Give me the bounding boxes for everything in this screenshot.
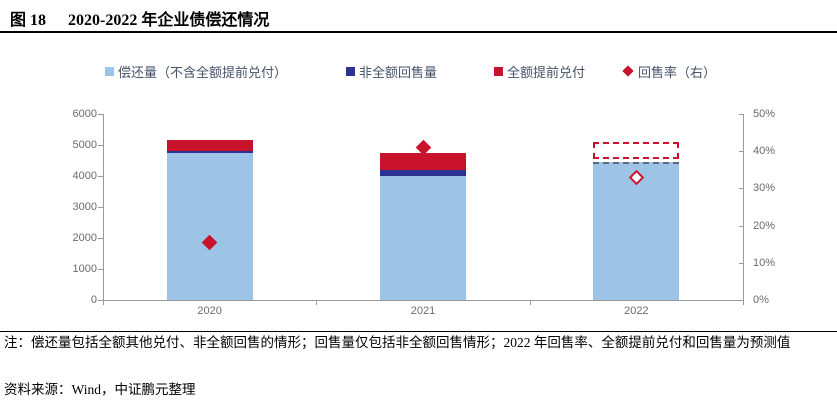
legend-label: 回售率（右） xyxy=(638,64,717,80)
legend-label: 非全额回售量 xyxy=(359,64,438,80)
legend-item-repayment: 偿还量（不含全额提前兑付） xyxy=(105,64,288,80)
bar-segment-偿还量（不含全额提前兑付）-forecast xyxy=(593,162,680,300)
legend-label: 全额提前兑付 xyxy=(507,64,586,80)
light-blue-square-icon xyxy=(105,66,114,76)
y-axis-tick xyxy=(98,207,103,208)
x-axis-category-label: 2021 xyxy=(410,305,436,317)
y-axis-tick-label: 4000 xyxy=(72,170,97,182)
y2-axis-tick-label: 0% xyxy=(753,294,769,306)
y-axis-tick xyxy=(98,238,103,239)
x-axis-tick xyxy=(743,300,744,305)
x-axis-category-label: 2022 xyxy=(624,305,649,317)
bar-segment-偿还量（不含全额提前兑付） xyxy=(380,176,466,300)
y-axis-tick xyxy=(98,300,103,301)
navy-square-icon xyxy=(346,66,355,76)
y2-axis-tick xyxy=(739,114,744,115)
y-axis-tick xyxy=(98,114,103,115)
bar-segment-全额提前兑付 xyxy=(166,140,253,151)
y-axis-tick xyxy=(98,145,103,146)
y2-axis-tick xyxy=(739,188,744,190)
x-axis-line xyxy=(103,300,744,301)
left-axis-line xyxy=(103,114,104,301)
x-axis-tick xyxy=(529,300,531,305)
red-square-icon xyxy=(494,66,503,76)
data-source: 资料来源：Wind，中证鹏元整理 xyxy=(4,382,196,397)
legend-item-full-prepayment: 全额提前兑付 xyxy=(494,64,586,80)
x-axis-category-label: 2020 xyxy=(197,305,222,317)
figure-number: 图 18 xyxy=(10,12,47,29)
legend-item-partial-putback: 非全额回售量 xyxy=(346,64,438,80)
y-axis-tick-label: 6000 xyxy=(72,108,97,120)
note-divider-line xyxy=(0,331,837,332)
y2-axis-tick xyxy=(739,300,744,301)
bar-segment-非全额回售量 xyxy=(380,169,466,176)
y2-axis-tick-label: 40% xyxy=(753,145,776,158)
y2-axis-tick xyxy=(739,151,744,153)
y2-axis-tick-label: 30% xyxy=(753,182,776,195)
x-axis-tick xyxy=(316,300,318,305)
legend-item-putback-rate: 回售率（右） xyxy=(622,64,717,80)
y-axis-tick-label: 2000 xyxy=(72,232,97,244)
y-axis-tick-label: 5000 xyxy=(72,139,97,151)
figure-title: 图 18 2020-2022 年企业债偿还情况 xyxy=(10,6,269,30)
y-axis-tick-label: 1000 xyxy=(72,263,97,275)
y2-axis-tick xyxy=(739,225,744,227)
x-axis-tick xyxy=(103,300,104,305)
y-axis-tick-label: 3000 xyxy=(72,201,97,213)
y2-axis-tick xyxy=(739,262,744,264)
bar-segment-非全额回售量 xyxy=(166,150,253,153)
bar-segment-全额提前兑付-forecast xyxy=(593,141,680,159)
bar-segment-偿还量（不含全额提前兑付） xyxy=(166,152,253,300)
y2-axis-tick-label: 20% xyxy=(753,219,776,232)
y2-axis-tick-label: 10% xyxy=(753,256,776,269)
figure-title-text: 2020-2022 年企业债偿还情况 xyxy=(68,12,270,29)
y-axis-tick xyxy=(98,269,103,270)
bar-segment-全额提前兑付 xyxy=(380,152,466,170)
chart-note: 注：偿还量包括全额其他兑付、非全额回售的情形；回售量仅包括非全额回售情形；202… xyxy=(4,335,791,350)
y2-axis-tick-label: 50% xyxy=(753,108,776,120)
right-axis-line xyxy=(743,114,744,301)
title-underline xyxy=(0,31,837,33)
legend-label: 偿还量（不含全额提前兑付） xyxy=(118,64,288,80)
y-axis-tick-label: 0 xyxy=(90,294,97,306)
y-axis-tick xyxy=(98,176,103,177)
